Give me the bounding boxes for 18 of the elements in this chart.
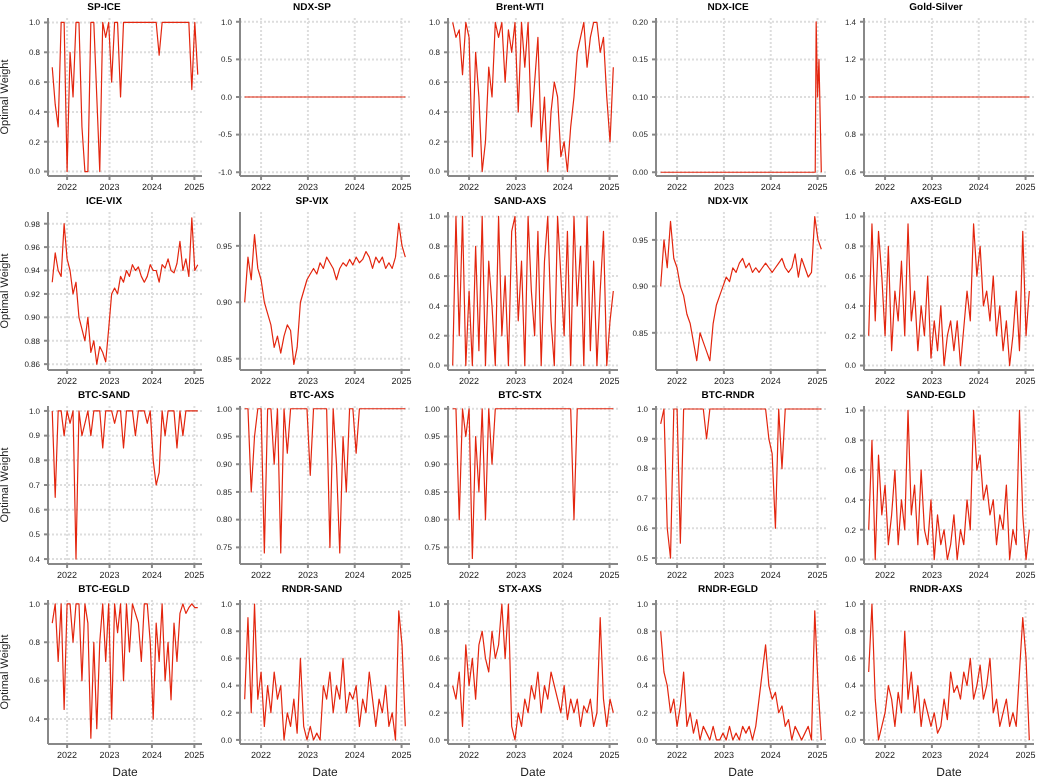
line-series <box>868 409 1030 561</box>
line-series <box>660 610 822 741</box>
line-series <box>660 21 822 173</box>
line-series <box>660 408 822 559</box>
line-series <box>868 603 1030 741</box>
line-series <box>452 408 614 560</box>
line-series <box>244 408 406 554</box>
line-series <box>660 216 822 362</box>
line-series <box>452 21 614 173</box>
line-series <box>51 21 199 173</box>
line-series <box>868 223 1030 367</box>
line-series <box>51 217 199 365</box>
line-series <box>244 603 406 741</box>
line-series <box>51 410 199 560</box>
line-series <box>452 603 614 741</box>
line-series <box>452 215 614 367</box>
line-series <box>51 603 199 739</box>
line-series <box>244 222 406 365</box>
